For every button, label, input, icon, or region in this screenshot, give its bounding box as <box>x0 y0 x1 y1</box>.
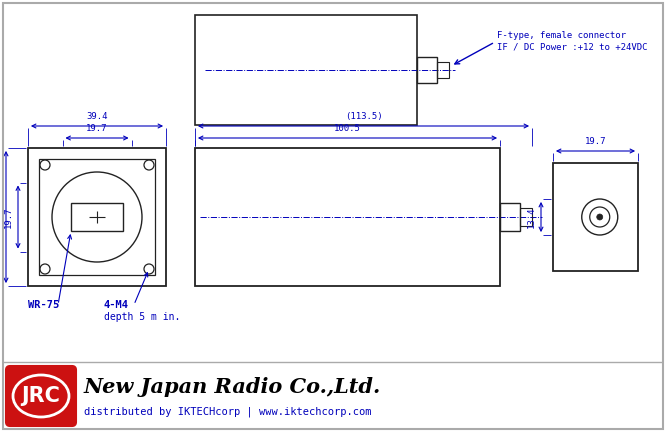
Bar <box>39 159 155 275</box>
Text: F-type, female connector: F-type, female connector <box>497 31 626 40</box>
Text: (113.5): (113.5) <box>345 112 382 121</box>
Text: 39.4: 39.4 <box>0 206 1 228</box>
Text: 19.7: 19.7 <box>87 124 108 133</box>
Text: WR-75: WR-75 <box>28 300 59 310</box>
Text: depth 5 m in.: depth 5 m in. <box>104 312 180 322</box>
Ellipse shape <box>13 375 69 417</box>
FancyBboxPatch shape <box>6 366 76 426</box>
Bar <box>195 148 500 286</box>
Bar <box>417 57 437 83</box>
Bar <box>520 208 532 226</box>
Bar <box>437 62 449 78</box>
Bar <box>195 15 417 125</box>
Text: 19.7: 19.7 <box>585 137 606 146</box>
Circle shape <box>597 214 603 220</box>
Bar <box>553 163 638 271</box>
Text: 13.4: 13.4 <box>527 206 536 228</box>
Text: 19.7: 19.7 <box>4 206 13 228</box>
Text: distributed by IKTECHcorp | www.iktechcorp.com: distributed by IKTECHcorp | www.iktechco… <box>84 407 372 417</box>
Text: IF / DC Power :+12 to +24VDC: IF / DC Power :+12 to +24VDC <box>497 42 647 51</box>
Text: JRC: JRC <box>21 386 61 406</box>
Bar <box>71 203 123 231</box>
Bar <box>500 203 520 231</box>
Text: New Japan Radio Co.,Ltd.: New Japan Radio Co.,Ltd. <box>84 377 381 397</box>
Bar <box>28 148 166 286</box>
Text: 100.5: 100.5 <box>334 124 361 133</box>
Text: 4-M4: 4-M4 <box>104 300 129 310</box>
Text: 39.4: 39.4 <box>87 112 108 121</box>
